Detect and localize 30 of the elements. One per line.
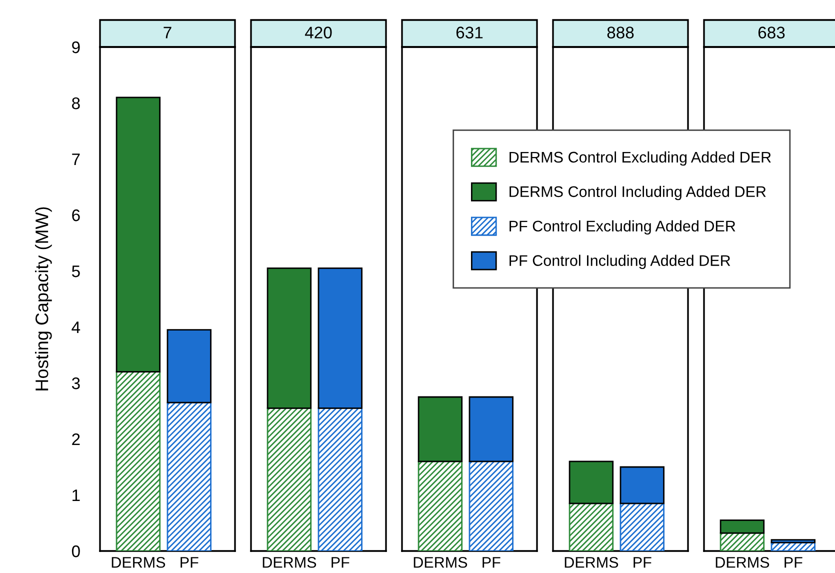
x-tick-label: PF [784,557,802,568]
legend-label: DERMS Control Including Added DER [510,186,766,200]
legend-label: DERMS Control Excluding Added DER [510,151,771,166]
x-tick-label: PF [482,557,500,568]
x-tick-label: DERMS [262,556,316,568]
chart-title: 888 [607,26,634,38]
x-tick-label: DERMS [414,556,468,568]
legend-label: PF Control Excluding Added DER [510,220,736,235]
chart-title: 7 [164,26,172,38]
chart-title: 683 [758,26,785,38]
x-tick-label: PF [634,557,652,568]
x-tick-label: PF [332,557,350,568]
y-tick-label: 6 [72,209,80,222]
y-tick-label: 3 [72,377,80,390]
y-tick-label: 5 [72,266,80,278]
y-tick-label: 1 [72,490,80,502]
y-axis-title: Hosting Capacity (MW) [35,207,52,390]
chart-title: 631 [456,26,483,38]
x-tick-label: DERMS [112,556,166,568]
x-tick-label: DERMS [564,556,618,568]
x-tick-label: DERMS [716,556,770,568]
y-tick-label: 9 [72,41,80,54]
y-tick-label: 2 [72,433,80,446]
y-tick-label: 4 [72,322,80,334]
y-tick-label: 0 [72,545,80,558]
y-tick-label: 7 [72,154,80,166]
y-tick-label: 8 [72,97,80,110]
chart-title: 420 [304,26,332,38]
legend-label: PF Control Including Added DER [510,254,730,269]
x-tick-label: PF [180,557,198,568]
